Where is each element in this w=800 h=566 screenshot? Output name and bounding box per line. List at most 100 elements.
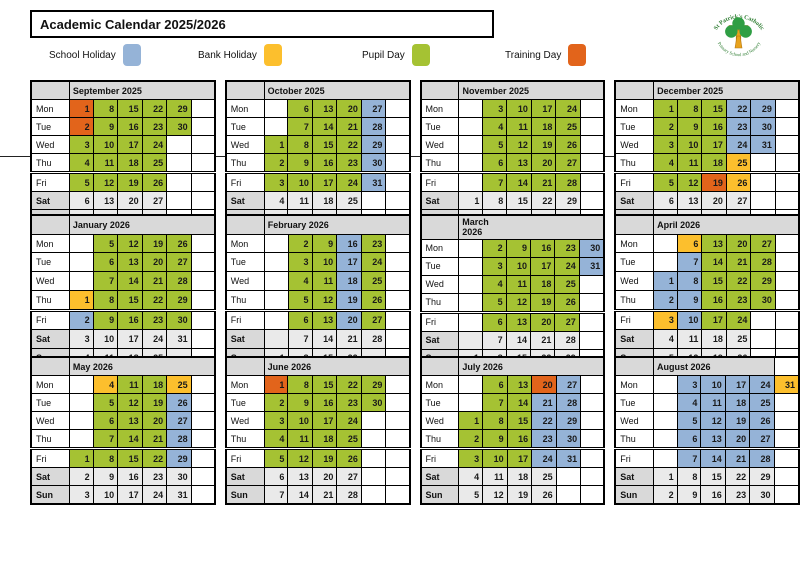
- date-cell: 28: [750, 252, 776, 273]
- empty-cell: [578, 330, 605, 350]
- date-cell: 25: [725, 329, 752, 349]
- legend-label: Bank Holiday: [198, 49, 257, 61]
- empty-cell: [166, 153, 192, 173]
- empty-cell: [385, 99, 410, 118]
- month-title: June 2026: [267, 361, 312, 372]
- date-cell: 17: [117, 135, 143, 154]
- date-cell: 1: [68, 447, 94, 468]
- date-cell: 19: [336, 289, 362, 311]
- date-cell: 26: [749, 411, 775, 430]
- day-label-wed: Wed: [614, 411, 654, 430]
- date-cell: 21: [311, 485, 338, 505]
- date-cell: 13: [701, 233, 727, 254]
- date-cell: 20: [725, 233, 752, 254]
- empty-cell: [385, 289, 410, 311]
- empty-cell: [190, 411, 216, 430]
- date-cell: 11: [287, 191, 313, 210]
- empty-cell: [190, 233, 216, 254]
- day-label-sat: Sat: [30, 191, 70, 210]
- empty-cell: [458, 393, 484, 412]
- date-cell: 4: [653, 153, 678, 173]
- legend-item-training-day: Training Day: [505, 44, 587, 66]
- empty-cell: [774, 271, 800, 291]
- empty-cell: [166, 191, 192, 210]
- empty-cell: [190, 467, 216, 486]
- month-title: September 2025: [72, 85, 142, 96]
- empty-cell: [190, 329, 216, 349]
- empty-cell: [68, 429, 94, 449]
- day-label-tue: Tue: [225, 117, 265, 136]
- date-cell: 20: [529, 310, 556, 332]
- date-cell: 3: [263, 411, 289, 430]
- date-cell: 17: [117, 329, 143, 349]
- date-cell: 29: [750, 271, 776, 291]
- empty-cell: [774, 135, 800, 154]
- date-cell: 20: [336, 99, 362, 118]
- date-cell: 16: [700, 485, 726, 505]
- date-cell: 16: [311, 393, 338, 412]
- date-cell: 17: [701, 308, 727, 331]
- day-label-wed: Wed: [30, 135, 70, 154]
- date-cell: 24: [725, 135, 752, 154]
- day-label-sat: Sat: [419, 467, 460, 486]
- date-cell: 16: [117, 467, 143, 486]
- day-label-sat: Sat: [30, 467, 70, 486]
- date-cell: 9: [92, 308, 119, 331]
- date-cell: 2: [652, 485, 678, 505]
- date-cell: 1: [653, 99, 678, 118]
- day-label-fri: Fri: [30, 308, 70, 331]
- empty-cell: [774, 289, 800, 311]
- date-cell: 25: [555, 117, 581, 136]
- date-cell: 29: [360, 135, 387, 154]
- date-cell: 3: [653, 308, 678, 331]
- month-title: January 2026: [72, 219, 130, 230]
- date-cell: 23: [531, 429, 557, 449]
- empty-cell: [555, 467, 582, 486]
- date-cell: 7: [482, 393, 508, 412]
- date-cell: 31: [773, 375, 800, 394]
- date-cell: 12: [700, 411, 726, 430]
- date-cell: 30: [166, 308, 192, 331]
- month-title: July 2026: [462, 361, 503, 372]
- empty-cell: [773, 429, 800, 449]
- date-cell: 9: [482, 429, 508, 449]
- date-cell: 25: [725, 153, 752, 173]
- date-cell: 1: [68, 289, 94, 311]
- date-cell: 10: [92, 135, 119, 154]
- day-label-sat: Sat: [30, 329, 70, 349]
- day-label-sun: Sun: [30, 485, 70, 505]
- date-cell: 28: [360, 329, 387, 349]
- date-cell: 18: [336, 271, 362, 291]
- date-cell: 2: [263, 393, 289, 412]
- date-cell: 30: [578, 238, 605, 258]
- date-cell: 28: [166, 271, 192, 291]
- day-label-mon: Mon: [419, 375, 460, 394]
- month-corner-cell: [419, 80, 460, 100]
- date-cell: 7: [92, 429, 119, 449]
- date-cell: 7: [676, 447, 702, 468]
- date-cell: 14: [311, 117, 338, 136]
- month-header-ghost-cell: [773, 356, 800, 376]
- date-cell: 25: [336, 191, 362, 210]
- day-label-mon: Mon: [614, 99, 655, 118]
- empty-cell: [385, 171, 410, 192]
- day-label-thu: Thu: [614, 429, 654, 449]
- empty-cell: [458, 117, 484, 136]
- empty-cell: [190, 289, 216, 311]
- date-cell: 6: [92, 252, 119, 273]
- day-label-fri: Fri: [225, 171, 265, 192]
- date-cell: 11: [117, 375, 143, 394]
- day-label-thu: Thu: [225, 289, 265, 311]
- day-label-fri: Fri: [30, 171, 70, 192]
- date-cell: 29: [166, 289, 192, 311]
- day-label-tue: Tue: [419, 393, 460, 412]
- date-cell: 11: [92, 153, 119, 173]
- empty-cell: [68, 233, 94, 254]
- day-label-mon: Mon: [419, 99, 460, 118]
- date-cell: 3: [287, 252, 313, 273]
- empty-cell: [579, 99, 605, 118]
- date-cell: 12: [117, 393, 143, 412]
- date-cell: 12: [505, 292, 531, 313]
- date-cell: 31: [555, 447, 582, 468]
- date-cell: 4: [676, 393, 702, 412]
